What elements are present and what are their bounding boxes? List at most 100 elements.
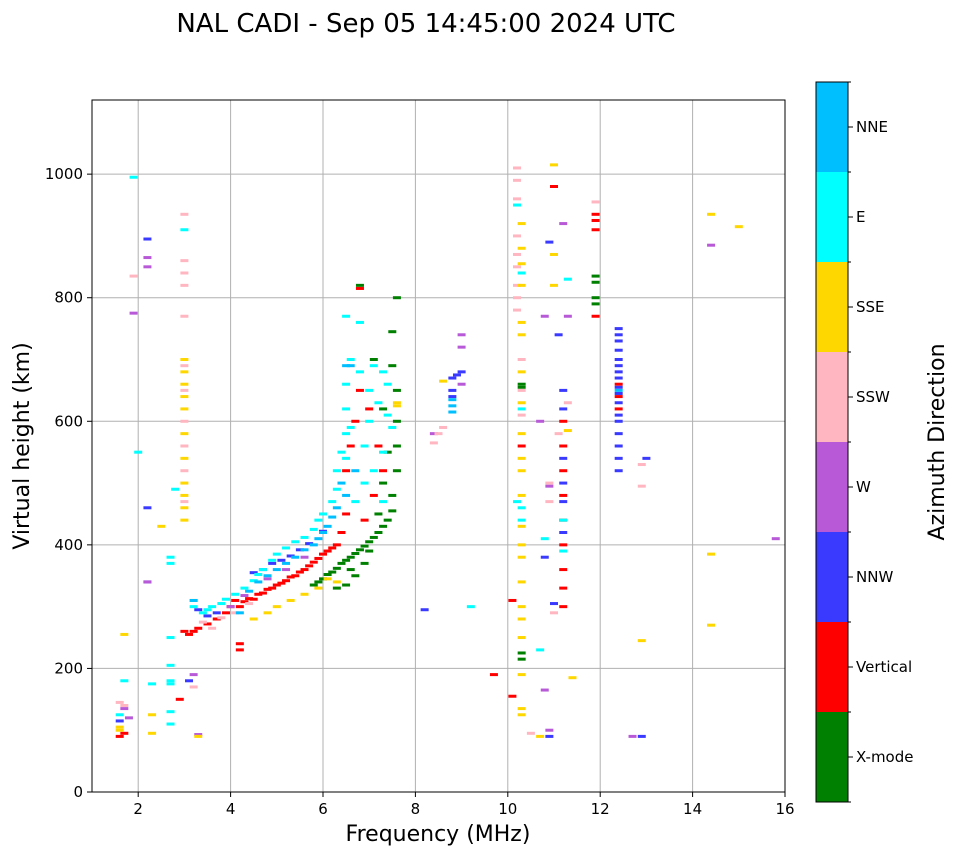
data-point <box>189 673 198 677</box>
data-point <box>254 580 263 584</box>
data-point <box>559 481 568 485</box>
data-point <box>517 413 526 417</box>
data-point <box>120 704 129 707</box>
data-point <box>365 540 374 544</box>
data-point <box>614 327 623 331</box>
data-point <box>559 407 568 411</box>
colorbar-tick-label: Vertical <box>856 658 912 676</box>
data-point <box>517 543 526 547</box>
data-point <box>707 212 716 216</box>
data-point <box>374 512 383 516</box>
x-tick-label: 16 <box>775 800 794 818</box>
colorbar-tick-label: NNW <box>856 568 893 586</box>
data-point <box>309 583 318 587</box>
data-point <box>513 197 522 201</box>
data-point <box>559 531 568 534</box>
data-point <box>628 734 637 738</box>
data-point <box>342 493 351 497</box>
data-point <box>517 358 526 361</box>
series-sse <box>115 163 743 738</box>
colorbar-tick-label: W <box>856 478 871 496</box>
y-axis-label: Virtual height (km) <box>10 342 35 549</box>
data-point <box>295 548 304 552</box>
data-point <box>337 531 346 534</box>
data-point <box>517 388 526 392</box>
data-point <box>614 370 623 374</box>
data-point <box>554 432 563 436</box>
data-point <box>559 493 568 497</box>
data-point <box>374 401 383 405</box>
data-point <box>217 602 226 606</box>
data-point <box>263 574 272 578</box>
y-tick-label: 200 <box>54 659 83 677</box>
data-point <box>559 222 568 226</box>
data-point <box>614 413 623 417</box>
data-point <box>559 549 568 553</box>
data-point <box>180 382 189 386</box>
data-point <box>545 240 554 244</box>
data-point <box>540 314 549 318</box>
data-point <box>120 731 129 735</box>
data-point <box>545 481 554 485</box>
data-point <box>282 568 291 572</box>
x-tick-label: 12 <box>591 800 610 818</box>
data-point <box>120 707 129 711</box>
data-point <box>337 561 346 565</box>
data-point <box>392 469 401 473</box>
data-point <box>614 444 623 448</box>
data-point <box>559 469 568 473</box>
data-point <box>300 592 309 596</box>
data-point <box>180 259 189 263</box>
data-point <box>120 632 129 636</box>
data-point <box>180 493 189 497</box>
data-point <box>360 481 369 485</box>
data-point <box>457 382 466 386</box>
data-point <box>379 450 388 454</box>
data-point <box>351 419 360 423</box>
data-point <box>379 500 388 504</box>
data-point <box>513 178 522 182</box>
y-tick-label: 800 <box>54 289 83 307</box>
data-point <box>545 484 554 488</box>
data-point <box>305 564 314 568</box>
data-point <box>517 246 526 250</box>
data-point <box>554 333 563 337</box>
data-point <box>707 552 716 556</box>
data-point <box>517 617 526 621</box>
data-point <box>545 500 554 504</box>
data-point <box>342 407 351 411</box>
data-point <box>263 577 272 581</box>
data-point <box>189 605 198 609</box>
data-point <box>614 469 623 473</box>
data-point <box>429 441 438 445</box>
data-point <box>166 561 175 565</box>
data-point <box>249 617 258 621</box>
data-point <box>448 410 457 414</box>
data-point <box>245 597 254 601</box>
data-point <box>614 339 623 343</box>
data-point <box>559 444 568 448</box>
data-point <box>189 629 198 633</box>
data-point <box>517 262 526 266</box>
data-point <box>291 574 300 578</box>
data-point <box>637 463 646 467</box>
data-point <box>115 713 124 717</box>
data-point <box>388 364 397 368</box>
data-point <box>235 642 244 646</box>
data-point <box>517 580 526 584</box>
data-point <box>180 370 189 374</box>
data-point <box>291 555 300 559</box>
data-point <box>346 568 355 572</box>
x-tick-label: 14 <box>683 800 702 818</box>
data-point <box>550 283 558 287</box>
data-point <box>342 314 351 318</box>
data-point <box>314 556 323 560</box>
data-point <box>240 594 249 598</box>
data-point <box>198 620 207 624</box>
data-point <box>517 651 526 655</box>
data-point <box>517 456 526 460</box>
data-point <box>120 679 129 683</box>
x-axis-ticks: 2 4 6 8 10 12 14 16 <box>133 792 795 818</box>
data-point <box>591 218 600 222</box>
data-point <box>221 611 230 615</box>
